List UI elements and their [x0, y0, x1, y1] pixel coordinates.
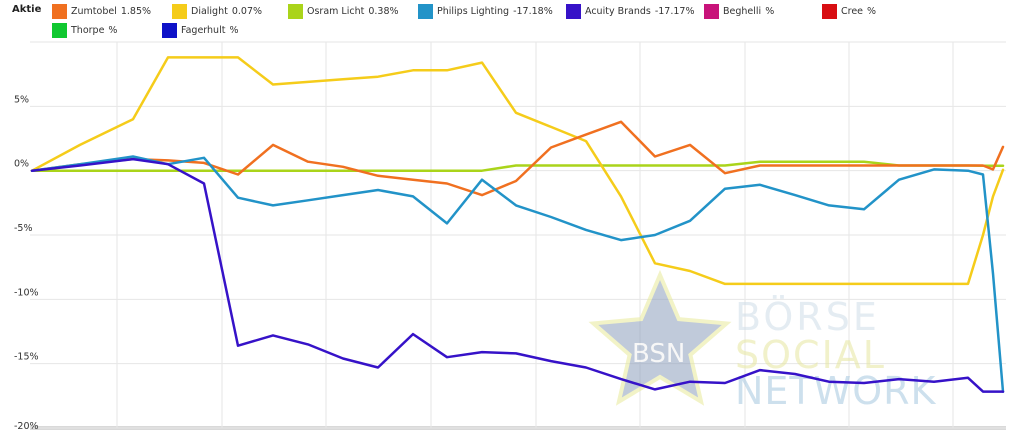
watermark-star-icon: [588, 269, 732, 406]
legend-label-beghelli: Beghelli: [723, 5, 762, 17]
legend-swatch-dialight: [172, 3, 187, 19]
legend-value-philips-lighting: -17.18%: [513, 5, 553, 17]
y-tick-label-3: -10%: [14, 287, 39, 298]
legend-value-dialight: 0.07%: [231, 5, 263, 17]
legend-item-philips-lighting[interactable]: Philips Lighting -17.18%: [418, 3, 553, 19]
legend-item-fagerhult[interactable]: Fagerhult%: [162, 22, 238, 38]
legend-swatch-osram-licht: [288, 3, 303, 19]
series-lines: [30, 56, 1005, 393]
legend-label-cree: Cree: [841, 5, 864, 17]
y-axis: 5% 0% -5% -10% -15% -20%: [14, 94, 1006, 432]
series-line-dialight: [30, 56, 1005, 286]
legend-label-acuity-brands: Acuity Brands: [585, 5, 651, 17]
legend-item-osram-licht[interactable]: Osram Licht 0.38%: [288, 3, 399, 19]
legend-title: Aktie: [12, 4, 42, 15]
legend-value-thorpe: %: [108, 24, 118, 36]
legend-item-acuity-brands[interactable]: Acuity Brands -17.17%: [566, 3, 694, 19]
watermark-bsn-text: BSN: [632, 339, 685, 369]
y-tick-label-0: 5%: [14, 94, 29, 105]
legend-label-osram-licht: Osram Licht: [307, 5, 365, 17]
legend-value-zumtobel: 1.85%: [120, 5, 152, 17]
legend-item-cree[interactable]: Cree%: [822, 3, 876, 19]
series-line-philips-lighting: [30, 155, 1005, 393]
legend-item-zumtobel[interactable]: Zumtobel 1.85%: [52, 3, 151, 19]
watermark-network-text: NETWORK: [735, 369, 937, 413]
y-tick-label-2: -5%: [14, 223, 33, 234]
legend-item-dialight[interactable]: Dialight 0.07%: [172, 3, 262, 19]
legend-value-acuity-brands: -17.17%: [654, 5, 695, 17]
legend-swatch-philips-lighting: [418, 3, 433, 19]
legend-swatch-acuity-brands: [566, 3, 581, 19]
legend-value-fagerhult: %: [229, 24, 239, 36]
legend-value-beghelli: %: [765, 5, 775, 17]
y-tick-label-5: -20%: [14, 421, 39, 432]
legend-swatch-zumtobel: [52, 3, 67, 19]
legend-label-thorpe: Thorpe: [71, 24, 105, 36]
legend-item-beghelli[interactable]: Beghelli%: [704, 3, 774, 19]
legend-label-dialight: Dialight: [191, 5, 228, 17]
legend-value-osram-licht: 0.38%: [368, 5, 399, 17]
y-tick-label-1: 0%: [14, 159, 29, 170]
legend-label-fagerhult: Fagerhult: [181, 24, 226, 36]
legend-value-cree: %: [867, 5, 877, 17]
legend-item-thorpe[interactable]: Thorpe%: [52, 22, 117, 38]
y-tick-label-4: -15%: [14, 352, 39, 363]
watermark-boerse-text: BÖRSE: [735, 295, 880, 339]
legend-swatch-fagerhult: [162, 22, 177, 38]
legend-label-zumtobel: Zumtobel: [71, 5, 117, 17]
legend: Aktie Zumtobel 1.85% Dialight 0.07% Osram Li…: [0, 0, 1024, 40]
series-line-acuity-brands: [30, 157, 1005, 393]
legend-swatch-beghelli: [704, 3, 719, 19]
legend-label-philips-lighting: Philips Lighting: [437, 5, 510, 17]
legend-swatch-thorpe: [52, 22, 67, 38]
legend-swatch-cree: [822, 3, 837, 19]
series-line-zumtobel: [30, 120, 1005, 197]
